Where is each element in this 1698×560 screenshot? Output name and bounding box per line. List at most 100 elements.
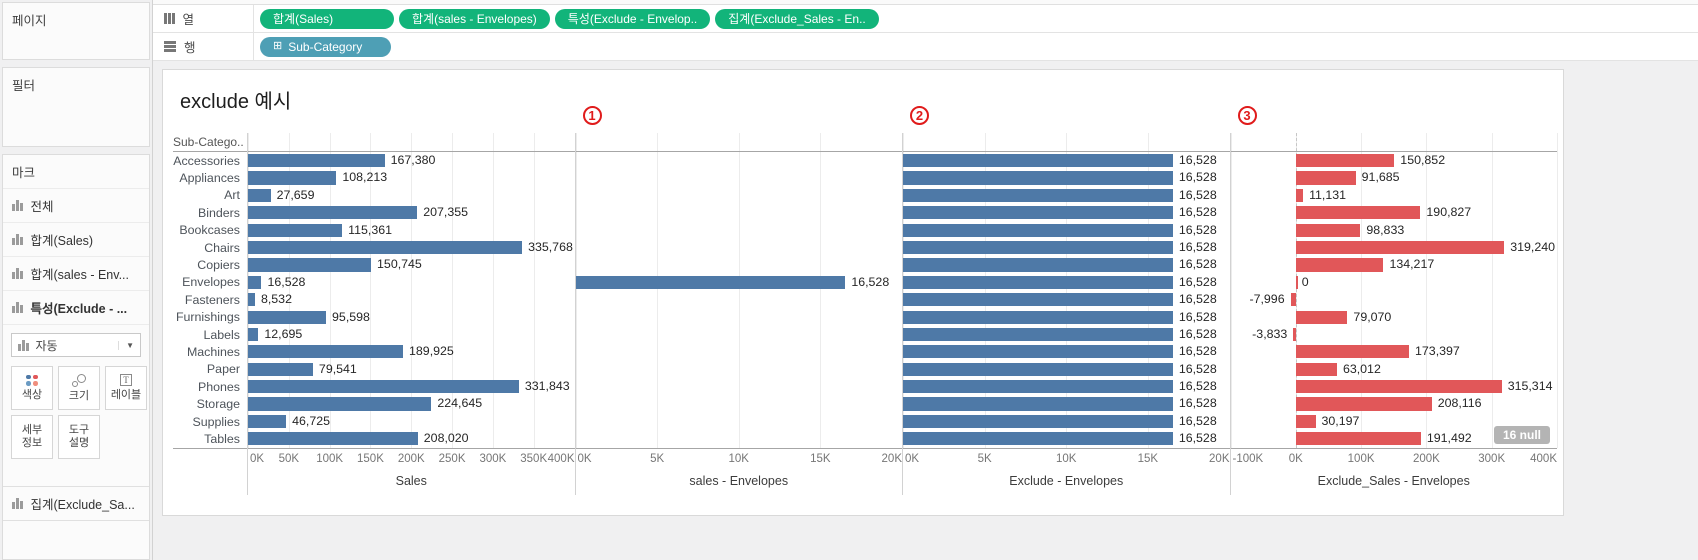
bar[interactable]: [248, 171, 337, 185]
bar[interactable]: [248, 414, 287, 429]
bar[interactable]: [1295, 345, 1410, 359]
bar[interactable]: [903, 206, 1173, 220]
bar[interactable]: [903, 240, 1173, 255]
bar[interactable]: [248, 154, 385, 168]
bar[interactable]: [1295, 310, 1348, 324]
bar[interactable]: [248, 275, 262, 289]
category-label[interactable]: Tables: [204, 431, 240, 446]
bar[interactable]: [903, 188, 1173, 202]
pages-shelf[interactable]: 페이지: [2, 2, 150, 60]
pill-agg-exclude-sales[interactable]: 집계(Exclude_Sales - En..: [715, 8, 879, 29]
marks-tab-agg-exclude-sales[interactable]: 집계(Exclude_Sa...: [3, 487, 149, 520]
bar[interactable]: [248, 310, 327, 324]
category-label[interactable]: Machines: [186, 344, 240, 359]
pill-sum-sales[interactable]: 합계(Sales): [260, 8, 394, 29]
bar[interactable]: [1293, 327, 1296, 342]
bar[interactable]: [1295, 380, 1502, 394]
pill-attr-exclude-envelopes[interactable]: 특성(Exclude - Envelop..: [554, 8, 711, 29]
bar[interactable]: [903, 397, 1173, 411]
bar[interactable]: [248, 327, 259, 342]
bar[interactable]: [1295, 206, 1421, 220]
bar[interactable]: [1295, 240, 1505, 255]
size-button[interactable]: 크기: [58, 366, 100, 410]
bar[interactable]: [903, 154, 1173, 168]
mark-type-dropdown[interactable]: 자동 ▼: [11, 333, 141, 357]
bar[interactable]: [903, 380, 1173, 394]
pill-sum-sales-envelopes[interactable]: 합계(sales - Envelopes): [399, 8, 550, 29]
category-label[interactable]: Bookcases: [179, 223, 240, 238]
bar[interactable]: [248, 240, 523, 255]
bar[interactable]: [248, 432, 418, 446]
bar[interactable]: [903, 345, 1173, 359]
filters-shelf[interactable]: 필터: [2, 67, 150, 147]
bar[interactable]: [903, 171, 1173, 185]
category-label[interactable]: Fasteners: [184, 292, 240, 307]
bar[interactable]: [248, 293, 255, 307]
expand-plus-icon[interactable]: ⊞: [273, 40, 283, 52]
pill-sub-category[interactable]: ⊞ Sub-Category: [260, 36, 391, 57]
bar[interactable]: [248, 188, 271, 202]
bar[interactable]: [903, 293, 1173, 307]
bar[interactable]: [1295, 362, 1337, 376]
category-label[interactable]: Storage: [196, 397, 240, 412]
bar[interactable]: [903, 362, 1173, 376]
null-indicator-badge[interactable]: 16 null: [1493, 425, 1550, 444]
bar[interactable]: [903, 223, 1173, 237]
bar[interactable]: [1295, 397, 1432, 411]
bar-value-label: 16,528: [1178, 222, 1217, 237]
bar[interactable]: [1295, 275, 1298, 289]
bar[interactable]: [1295, 432, 1421, 446]
tooltip-button[interactable]: 도구 설명: [58, 415, 100, 459]
bar[interactable]: [248, 397, 432, 411]
rows-pills[interactable]: ⊞ Sub-Category: [254, 36, 1698, 57]
bar[interactable]: [903, 258, 1173, 272]
label-button[interactable]: T 레이블: [105, 366, 147, 410]
category-label[interactable]: Supplies: [192, 414, 240, 429]
category-label[interactable]: Furnishings: [175, 310, 240, 325]
category-label[interactable]: Chairs: [204, 240, 240, 255]
row-field-header[interactable]: Sub-Catego..: [173, 133, 247, 152]
bar[interactable]: [903, 275, 1173, 289]
bar[interactable]: [1295, 188, 1304, 202]
category-label[interactable]: Envelopes: [182, 275, 240, 290]
axis-title[interactable]: Exclude - Envelopes: [1009, 474, 1124, 489]
marks-tab-sum-sales[interactable]: 합계(Sales): [3, 222, 149, 256]
axis-title[interactable]: Sales: [395, 474, 427, 489]
category-label[interactable]: Binders: [197, 205, 240, 220]
category-label[interactable]: Labels: [203, 327, 240, 342]
marks-tab-all[interactable]: 전체: [3, 188, 149, 222]
bar[interactable]: [903, 310, 1173, 324]
columns-pills[interactable]: 합계(Sales) 합계(sales - Envelopes) 특성(Exclu…: [254, 8, 1698, 29]
category-label[interactable]: Art: [224, 188, 240, 203]
category-label[interactable]: Phones: [197, 379, 240, 394]
bar[interactable]: [248, 223, 343, 237]
bar[interactable]: [248, 380, 519, 394]
bar[interactable]: [903, 432, 1173, 446]
bar-row: 315,314: [1231, 378, 1558, 395]
axis-title[interactable]: sales - Envelopes: [689, 474, 789, 489]
bar[interactable]: [1295, 154, 1395, 168]
bar[interactable]: [1295, 171, 1356, 185]
category-label[interactable]: Appliances: [179, 171, 240, 186]
bar[interactable]: [1295, 258, 1384, 272]
bar[interactable]: [248, 258, 372, 272]
bar[interactable]: [1290, 293, 1296, 307]
bar-row: [576, 413, 903, 430]
bar[interactable]: [248, 345, 404, 359]
marks-tab-attr-exclude[interactable]: 특성(Exclude - ...: [3, 290, 149, 324]
bar[interactable]: [248, 362, 313, 376]
bar[interactable]: [1295, 223, 1361, 237]
bar[interactable]: [903, 327, 1173, 342]
category-label[interactable]: Copiers: [197, 258, 240, 273]
bar[interactable]: [1295, 414, 1316, 429]
bar-value-label: 16,528: [1178, 396, 1217, 411]
bar[interactable]: [248, 206, 418, 220]
category-label[interactable]: Paper: [206, 362, 240, 377]
marks-tab-sum-sales-envelopes[interactable]: 합계(sales - Env...: [3, 256, 149, 290]
detail-button[interactable]: 세부 정보: [11, 415, 53, 459]
color-button[interactable]: 색상: [11, 366, 53, 410]
bar[interactable]: [575, 275, 846, 289]
bar[interactable]: [903, 414, 1173, 429]
category-label[interactable]: Accessories: [173, 153, 240, 168]
axis-title[interactable]: Exclude_Sales - Envelopes: [1317, 474, 1470, 489]
